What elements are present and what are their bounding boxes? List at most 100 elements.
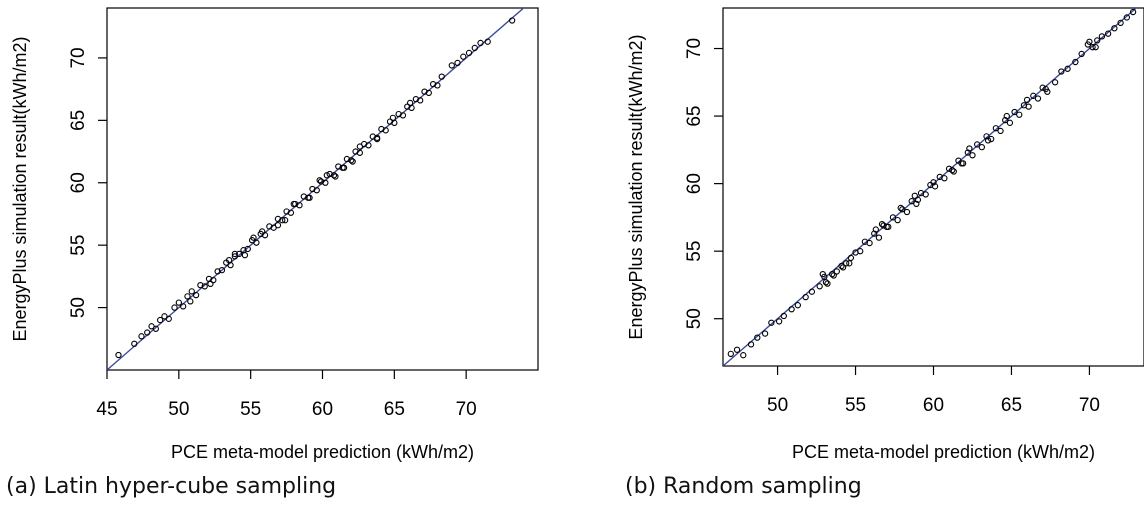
- data-point: [326, 170, 333, 178]
- data-point: [197, 281, 204, 289]
- data-point: [332, 173, 339, 180]
- data-point: [460, 53, 467, 60]
- data-point: [171, 304, 178, 311]
- data-point: [316, 177, 323, 184]
- x-tick-label: 55: [845, 395, 866, 416]
- data-point: [1006, 119, 1014, 126]
- data-point: [740, 352, 747, 359]
- data-point: [165, 315, 172, 322]
- data-point: [1025, 103, 1032, 110]
- data-point: [992, 125, 1000, 132]
- data-point: [1042, 85, 1049, 93]
- data-point: [1092, 44, 1099, 51]
- x-axis-label: PCE meta-model prediction (kWh/m2): [792, 442, 1095, 462]
- reference-line: [107, 8, 525, 370]
- data-point: [306, 194, 313, 201]
- data-point: [1078, 50, 1085, 58]
- x-tick-label: 60: [312, 399, 333, 420]
- x-tick-label: 70: [456, 399, 477, 420]
- data-point: [281, 217, 289, 224]
- data-point: [434, 82, 441, 89]
- y-tick-label: 70: [68, 47, 89, 68]
- caption-b: (b) Random sampling: [625, 474, 862, 499]
- data-point: [241, 252, 249, 259]
- data-point: [1002, 116, 1009, 124]
- data-point: [819, 270, 826, 278]
- x-tick-label: 45: [96, 399, 117, 420]
- data-point: [988, 135, 995, 143]
- data-point: [179, 303, 187, 310]
- scatter-panel-b: 50 55 60 65 70 50 55 60 65 70 PCE meta-model predi…: [626, 7, 1144, 462]
- data-point: [747, 341, 755, 348]
- scatter-panel-a: 45 50 55 60 65 70 50 55 60 65 70 PCE meta-model pre…: [10, 7, 539, 462]
- data-point: [833, 268, 840, 275]
- data-point: [808, 288, 816, 295]
- x-tick-label: 65: [384, 399, 405, 420]
- data-point: [356, 149, 364, 156]
- y-tick-label: 65: [68, 110, 89, 131]
- y-tick-label: 50: [684, 308, 705, 329]
- data-point: [389, 114, 397, 121]
- data-point: [775, 318, 783, 325]
- y-tick-label: 70: [684, 38, 705, 59]
- plot-frame: [106, 7, 539, 371]
- y-axis-label: EnergyPlus simulation result(kWh/m2): [626, 34, 646, 339]
- data-point: [406, 99, 414, 107]
- data-point: [903, 208, 911, 216]
- data-point: [188, 288, 195, 295]
- data-point: [788, 306, 795, 313]
- data-point: [857, 248, 864, 255]
- data-point: [1123, 14, 1130, 21]
- data-point: [340, 164, 348, 171]
- data-point: [378, 125, 385, 133]
- data-point: [152, 325, 159, 332]
- x-tick-label: 55: [240, 399, 261, 420]
- data-point: [1023, 96, 1031, 104]
- data-point: [754, 334, 761, 341]
- data-point: [872, 226, 879, 233]
- data-point: [1058, 68, 1065, 75]
- data-point: [244, 245, 251, 253]
- data-point: [897, 204, 904, 212]
- data-point: [356, 143, 364, 150]
- data-point: [1003, 112, 1010, 120]
- data-point: [335, 163, 342, 170]
- data-point: [866, 239, 873, 247]
- data-point: [843, 260, 850, 267]
- data-point: [115, 351, 122, 359]
- x-tick-label: 50: [767, 395, 788, 416]
- data-point: [839, 264, 847, 271]
- data-point: [883, 223, 890, 231]
- data-point: [824, 280, 831, 287]
- data-point: [958, 160, 965, 167]
- data-point: [348, 157, 355, 164]
- data-point: [941, 175, 948, 182]
- data-point: [138, 333, 145, 340]
- x-tick-label: 60: [923, 395, 944, 416]
- data-point: [908, 198, 915, 205]
- data-point: [201, 283, 208, 290]
- data-point: [290, 200, 297, 208]
- y-tick-label: 55: [684, 241, 705, 262]
- data-point: [317, 178, 325, 185]
- data-point: [253, 239, 260, 246]
- data-point: [412, 95, 420, 103]
- data-point: [768, 319, 775, 326]
- data-point: [225, 257, 233, 264]
- data-point: [966, 145, 973, 152]
- data-point: [1064, 65, 1071, 72]
- data-point: [279, 217, 286, 224]
- data-point: [465, 49, 473, 57]
- data-point: [727, 350, 734, 357]
- data-point: [911, 192, 918, 199]
- data-point: [330, 172, 338, 179]
- data-point: [274, 222, 282, 229]
- data-point: [343, 155, 351, 163]
- data-point: [417, 97, 424, 104]
- data-point: [274, 215, 282, 223]
- data-point: [1016, 111, 1023, 118]
- x-tick-label: 70: [1079, 395, 1100, 416]
- data-point: [913, 200, 920, 208]
- data-point: [349, 158, 356, 165]
